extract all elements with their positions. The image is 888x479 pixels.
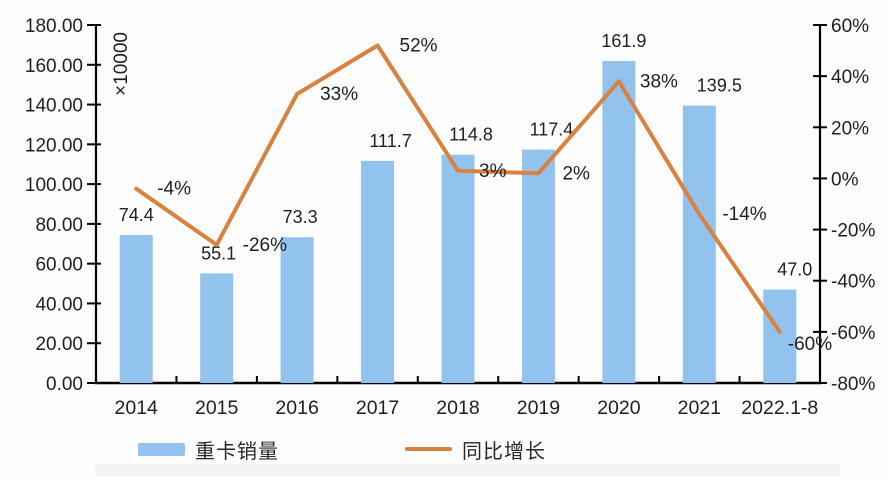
bar-2021 <box>682 105 716 384</box>
left-axis-tick-label: 60.00 <box>35 255 83 276</box>
line-point-label: 2% <box>562 163 590 184</box>
x-axis-label: 2017 <box>356 397 399 419</box>
x-axis-label: 2014 <box>115 397 159 419</box>
bar-2020 <box>602 60 636 383</box>
bar-2017 <box>361 160 395 383</box>
chart-legend: 重卡销量 同比增长 <box>0 436 888 464</box>
x-axis-label: 2016 <box>275 397 318 419</box>
bar-value-label: 114.8 <box>449 125 493 145</box>
right-axis-tick-label: 0% <box>831 169 859 190</box>
watermark-strip <box>95 464 840 476</box>
x-axis-label: 2022.1-8 <box>741 397 818 419</box>
left-axis-tick-label: 20.00 <box>35 334 83 355</box>
bar-2015 <box>200 273 234 383</box>
left-axis-tick-label: 140.00 <box>25 96 83 117</box>
right-axis-tick-label: 40% <box>831 67 869 88</box>
legend-item-bar: 重卡销量 <box>138 436 279 463</box>
line-point-label: -14% <box>722 204 766 225</box>
right-axis-tick-label: -20% <box>831 221 875 242</box>
bar-value-label: 47.0 <box>777 260 812 280</box>
right-axis-tick-label: 20% <box>831 118 869 139</box>
x-axis-label: 2019 <box>517 397 560 419</box>
bar-value-label: 139.5 <box>697 76 742 96</box>
line-point-label: 38% <box>640 71 678 92</box>
bar-value-label: 117.4 <box>530 120 574 140</box>
right-axis-tick-label: 60% <box>831 16 869 37</box>
bar-series-label: 重卡销量 <box>195 440 279 463</box>
bar-2019 <box>521 149 555 383</box>
bar-2022.1-8 <box>763 289 797 383</box>
line-point-label: -60% <box>788 334 832 355</box>
right-axis-tick-label: -40% <box>831 272 875 293</box>
line-point-label: -26% <box>243 235 287 256</box>
left-axis-unit-label: ×10000 <box>111 32 132 96</box>
line-point-label: 33% <box>320 84 358 105</box>
bar-value-label: 161.9 <box>601 31 646 51</box>
bar-2018 <box>441 154 475 383</box>
left-axis-tick-label: 0.00 <box>46 374 83 395</box>
line-point-label: 52% <box>400 35 438 56</box>
bar-value-label: 55.1 <box>201 243 236 263</box>
growth-line <box>134 43 782 334</box>
left-axis-tick-label: 80.00 <box>35 215 83 236</box>
left-axis-tick-label: 100.00 <box>25 175 83 196</box>
bar-2016 <box>280 237 314 383</box>
left-axis-tick-label: 180.00 <box>25 16 83 37</box>
x-axis-label: 2018 <box>436 397 479 419</box>
bar-series-swatch <box>138 442 185 456</box>
bar-value-label: 74.4 <box>119 205 154 225</box>
bar-value-label: 111.7 <box>369 131 411 151</box>
right-axis-tick-label: -80% <box>831 374 875 395</box>
left-axis-tick-label: 160.00 <box>25 56 83 77</box>
line-series-label: 同比增长 <box>462 440 546 463</box>
line-point-label: 3% <box>479 161 507 182</box>
line-point-label: -4% <box>157 179 191 200</box>
x-axis-label: 2015 <box>195 397 239 419</box>
left-axis-tick-label: 120.00 <box>25 135 83 156</box>
bar-2014 <box>119 235 153 383</box>
x-axis-label: 2021 <box>678 397 721 419</box>
x-axis-label: 2020 <box>597 397 641 419</box>
legend-item-line: 同比增长 <box>405 436 546 463</box>
left-axis-tick-label: 40.00 <box>35 294 83 315</box>
right-axis-tick-label: -60% <box>831 323 875 344</box>
line-series-swatch <box>405 447 452 451</box>
bar-value-label: 73.3 <box>283 207 318 227</box>
